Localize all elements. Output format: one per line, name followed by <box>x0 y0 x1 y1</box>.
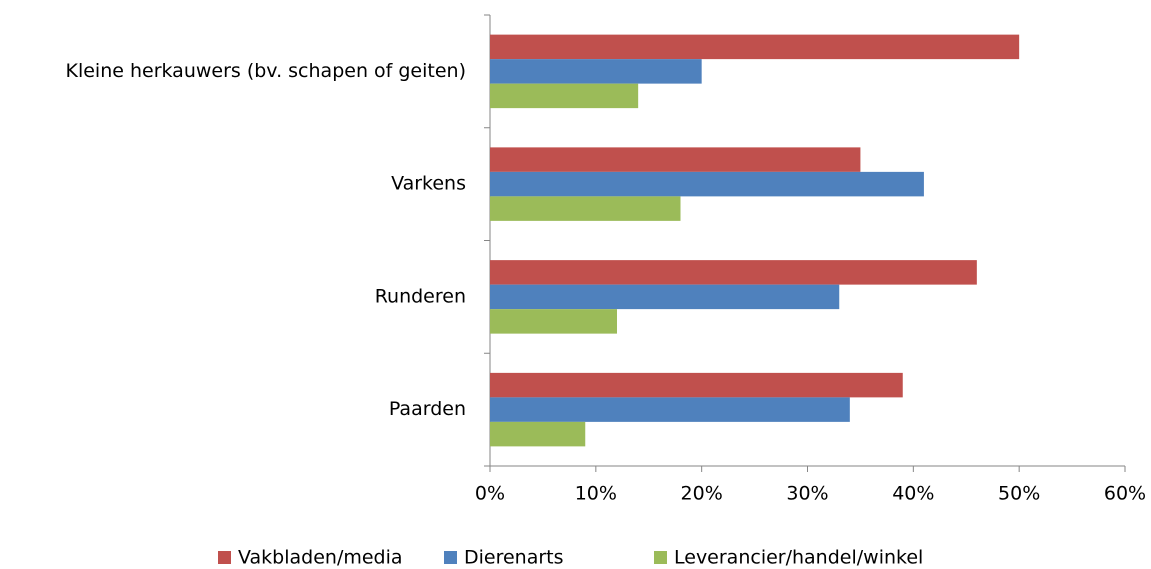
bar <box>490 83 639 109</box>
legend-label: Vakbladen/media <box>238 547 403 569</box>
y-tick-label: Runderen <box>375 285 466 307</box>
bar <box>490 421 586 447</box>
bar <box>490 171 924 197</box>
y-tick-label: Kleine herkauwers (bv. schapen of geiten… <box>65 60 466 82</box>
legend-swatch <box>444 551 457 564</box>
x-tick-label: 0% <box>475 483 505 505</box>
bar <box>490 34 1020 60</box>
bar <box>490 59 702 84</box>
x-tick-label: 40% <box>892 483 934 505</box>
y-tick-label: Varkens <box>391 173 466 195</box>
bar <box>490 397 850 422</box>
x-tick-label: 20% <box>681 483 723 505</box>
bar <box>490 147 861 172</box>
legend-swatch <box>218 551 231 564</box>
bar <box>490 372 903 398</box>
legend-label: Dierenarts <box>464 547 564 569</box>
x-tick-label: 10% <box>575 483 617 505</box>
x-tick-label: 30% <box>786 483 828 505</box>
bar <box>490 309 617 334</box>
x-tick-label: 60% <box>1104 483 1146 505</box>
bar <box>490 196 681 221</box>
x-tick-label: 50% <box>998 483 1040 505</box>
y-tick-label: Paarden <box>389 398 466 420</box>
legend-swatch <box>654 551 667 564</box>
legend-label: Leverancier/handel/winkel <box>674 547 923 569</box>
bar <box>490 284 840 310</box>
bar <box>490 260 977 285</box>
